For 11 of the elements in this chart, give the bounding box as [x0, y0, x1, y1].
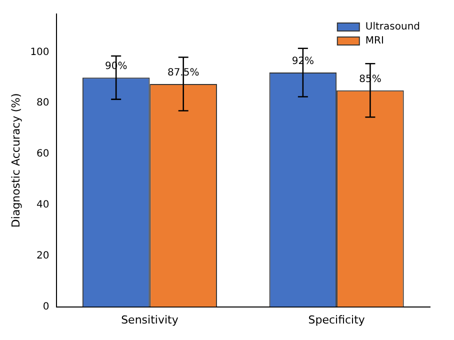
legend-label: Ultrasound	[365, 22, 420, 33]
y-tick-label: 0	[42, 301, 50, 312]
x-tick-label: Specificity	[308, 313, 366, 326]
y-tick-label: 40	[36, 200, 50, 211]
y-tick-label: 60	[36, 148, 50, 160]
y-tick-label: 80	[36, 98, 50, 109]
y-tick-label: 100	[30, 46, 50, 58]
y-axis-title: Diagnostic Accuracy (%)	[9, 93, 22, 228]
x-tick-label: Sensitivity	[121, 313, 179, 326]
y-tick-label: 20	[36, 250, 50, 262]
legend-label: MRI	[365, 36, 384, 47]
